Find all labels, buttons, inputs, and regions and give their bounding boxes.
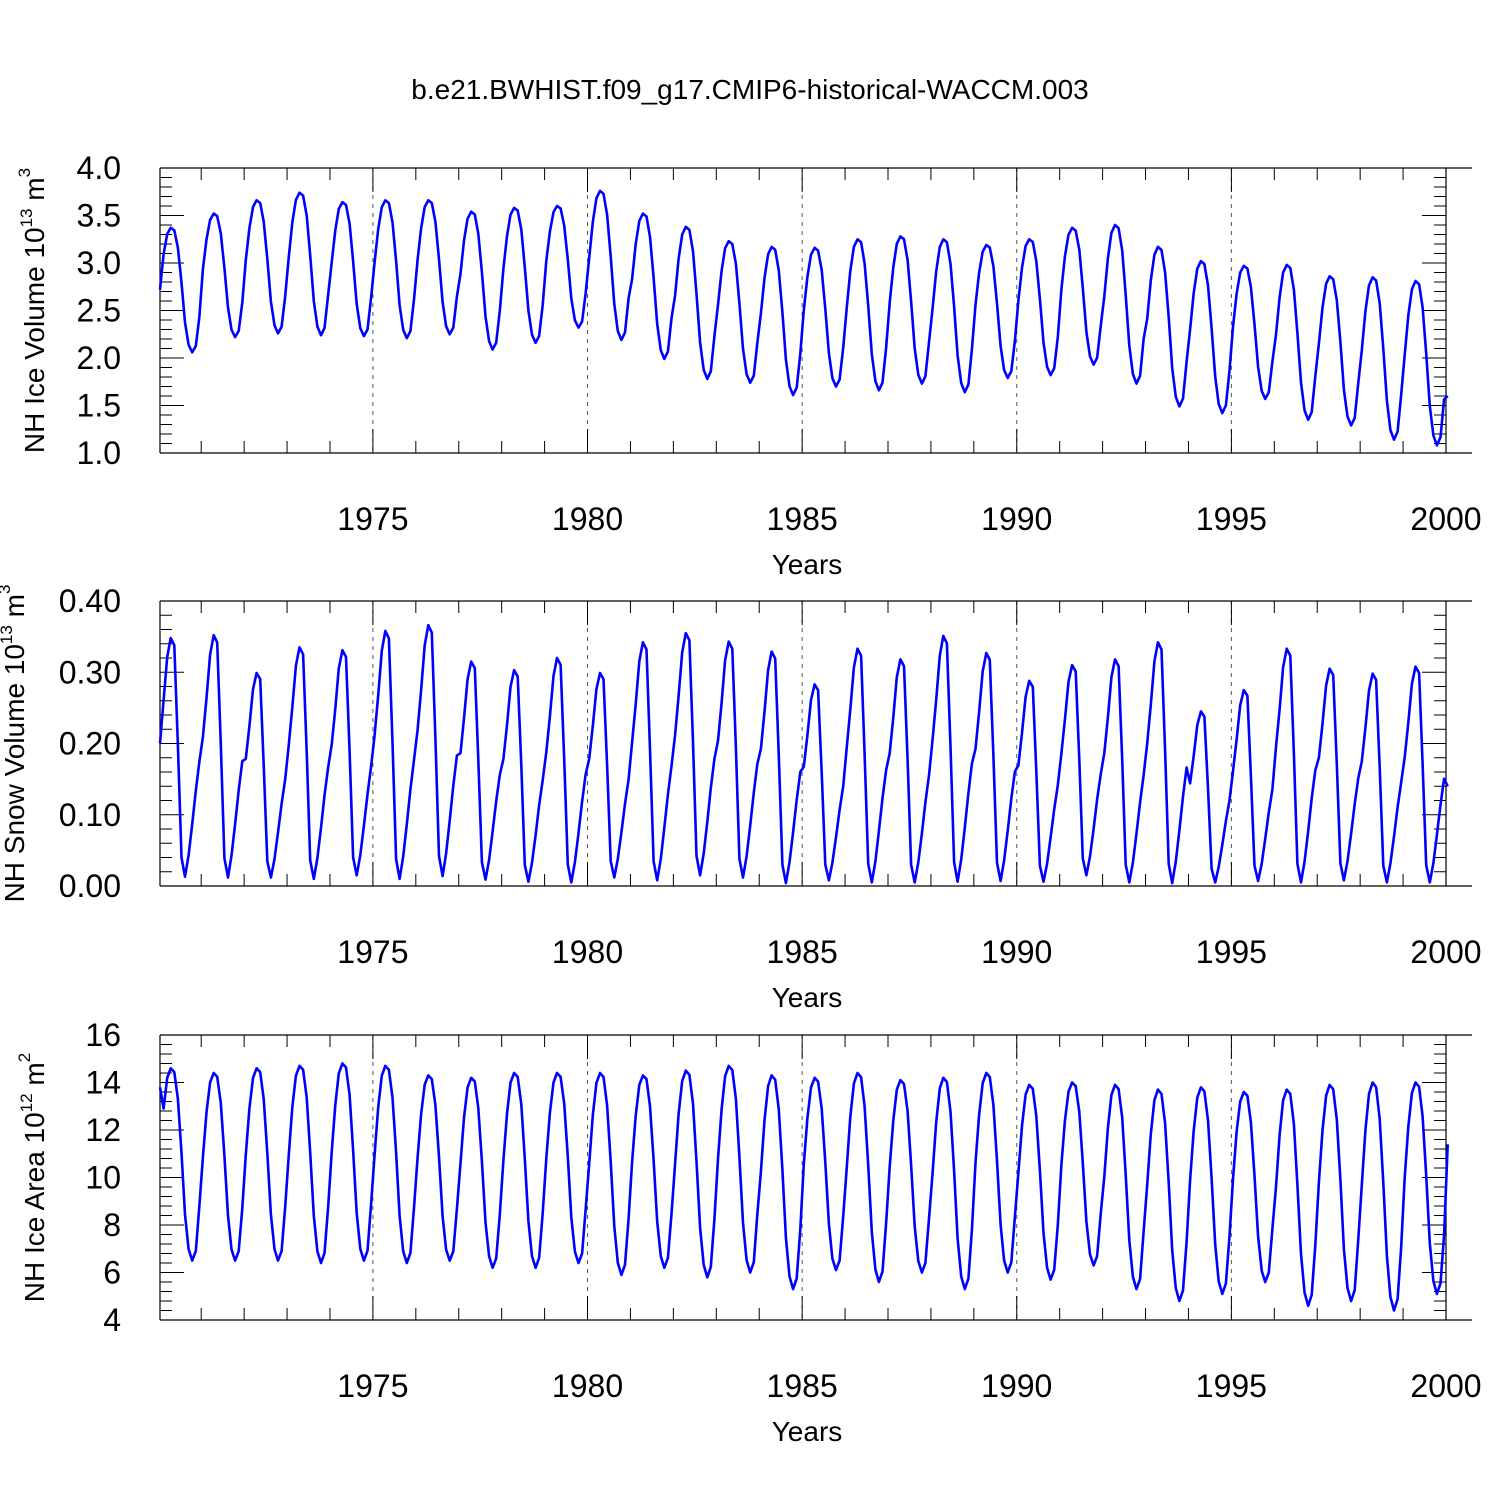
- y-tick-label: 2.5: [77, 293, 121, 329]
- y-tick-label: 10: [85, 1160, 121, 1196]
- y-tick-label: 1.5: [77, 388, 121, 424]
- x-axis-label: Years: [772, 1416, 843, 1447]
- y-tick-label: 14: [85, 1065, 121, 1101]
- x-axis-label: Years: [772, 549, 843, 580]
- y-axis-label: NH Ice Area 1012 m2: [15, 1053, 50, 1302]
- y-tick-label: 0.00: [59, 868, 121, 904]
- series-line-nh-ice-area: [158, 1062, 1449, 1312]
- x-tick-label: 2000: [1410, 1368, 1481, 1404]
- panel-1: 1975 1980 1985 1990 1995 2000 1.0 1.5 2.0 2.5 3.0 3…: [15, 150, 1482, 580]
- x-tick-label: 1985: [767, 501, 838, 537]
- x-tick-label: 1985: [767, 934, 838, 970]
- y-tick-label: 0.10: [59, 797, 121, 833]
- y-tick-label: 12: [85, 1112, 121, 1148]
- y-tick-label: 16: [85, 1017, 121, 1053]
- y-tick-label: 0.40: [59, 583, 121, 619]
- x-axis-label: Years: [772, 982, 843, 1013]
- y-axis-label: NH Snow Volume 1013 m3: [0, 585, 30, 903]
- y-tick-label: 3.5: [77, 198, 121, 234]
- series-line-nh-snow-volume: [158, 623, 1449, 885]
- x-tick-label: 2000: [1410, 501, 1481, 537]
- y-tick-label: 2.0: [77, 340, 121, 376]
- chart-title: b.e21.BWHIST.f09_g17.CMIP6-historical-WA…: [411, 74, 1089, 105]
- y-tick-label: 1.0: [77, 435, 121, 471]
- x-tick-label: 1995: [1196, 501, 1267, 537]
- x-tick-label: 1985: [767, 1368, 838, 1404]
- y-tick-label: 4: [103, 1302, 121, 1338]
- y-tick-label: 8: [103, 1207, 121, 1243]
- x-tick-label: 1975: [337, 501, 408, 537]
- y-tick-label: 4.0: [77, 150, 121, 186]
- panel-3: 1975 1980 1985 1990 1995 2000 4 6 8 10 12 14 16 Years…: [15, 1017, 1482, 1447]
- x-tick-label: 2000: [1410, 934, 1481, 970]
- x-tick-label: 1990: [981, 1368, 1052, 1404]
- y-axis-label: NH Ice Volume 1013 m3: [15, 168, 50, 453]
- x-tick-label: 1980: [552, 501, 623, 537]
- x-tick-label: 1990: [981, 501, 1052, 537]
- x-tick-label: 1995: [1196, 1368, 1267, 1404]
- x-tick-label: 1980: [552, 1368, 623, 1404]
- panel-2: 1975 1980 1985 1990 1995 2000 0.00 0.10 0.20 0.30…: [0, 583, 1482, 1013]
- series-line-nh-ice-volume: [158, 189, 1449, 447]
- x-tick-label: 1990: [981, 934, 1052, 970]
- y-tick-label: 3.0: [77, 245, 121, 281]
- y-tick-label: 6: [103, 1255, 121, 1291]
- x-tick-label: 1980: [552, 934, 623, 970]
- x-tick-label: 1975: [337, 1368, 408, 1404]
- x-tick-label: 1975: [337, 934, 408, 970]
- y-tick-label: 0.30: [59, 654, 121, 690]
- y-tick-label: 0.20: [59, 726, 121, 762]
- x-tick-label: 1995: [1196, 934, 1267, 970]
